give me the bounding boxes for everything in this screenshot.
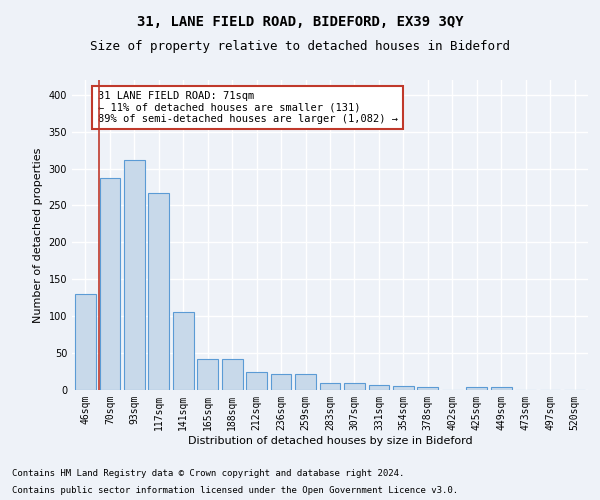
Bar <box>222 359 242 390</box>
Bar <box>344 382 365 390</box>
Text: 31, LANE FIELD ROAD, BIDEFORD, EX39 3QY: 31, LANE FIELD ROAD, BIDEFORD, EX39 3QY <box>137 15 463 29</box>
Bar <box>100 178 120 390</box>
Y-axis label: Number of detached properties: Number of detached properties <box>33 148 43 322</box>
Bar <box>466 387 487 390</box>
Bar <box>246 372 267 390</box>
Bar <box>418 387 438 390</box>
Bar <box>173 312 194 390</box>
X-axis label: Distribution of detached houses by size in Bideford: Distribution of detached houses by size … <box>188 436 472 446</box>
Bar <box>320 382 340 390</box>
Bar <box>295 374 316 390</box>
Bar <box>271 374 292 390</box>
Text: Contains public sector information licensed under the Open Government Licence v3: Contains public sector information licen… <box>12 486 458 495</box>
Bar <box>148 193 169 390</box>
Bar <box>368 385 389 390</box>
Text: 31 LANE FIELD ROAD: 71sqm
← 11% of detached houses are smaller (131)
89% of semi: 31 LANE FIELD ROAD: 71sqm ← 11% of detac… <box>98 91 398 124</box>
Bar <box>491 387 512 390</box>
Bar <box>124 160 145 390</box>
Bar <box>197 359 218 390</box>
Bar <box>393 386 414 390</box>
Text: Size of property relative to detached houses in Bideford: Size of property relative to detached ho… <box>90 40 510 53</box>
Text: Contains HM Land Registry data © Crown copyright and database right 2024.: Contains HM Land Registry data © Crown c… <box>12 468 404 477</box>
Bar <box>75 294 96 390</box>
